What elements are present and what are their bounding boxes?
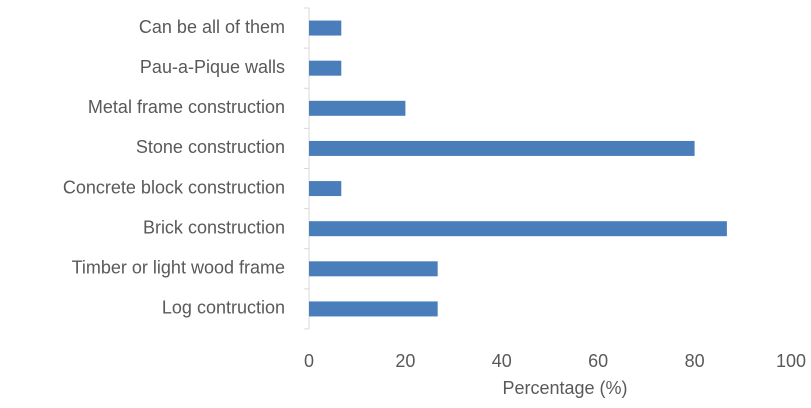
bar: [309, 221, 727, 237]
x-tick-label: 40: [492, 351, 512, 371]
y-tick-label: Can be all of them: [139, 17, 285, 37]
bar: [309, 60, 342, 76]
x-tick-label: 0: [304, 351, 314, 371]
y-tick-label: Brick construction: [143, 217, 285, 237]
bar: [309, 140, 695, 156]
x-tick-label: 60: [588, 351, 608, 371]
x-tick-label: 20: [395, 351, 415, 371]
y-tick-label: Concrete block construction: [63, 177, 285, 197]
y-tick-label: Pau-a-Pique walls: [140, 57, 285, 77]
y-tick-label: Stone construction: [136, 137, 285, 157]
bar: [309, 181, 342, 197]
bar: [309, 261, 438, 277]
x-tick-label: 80: [685, 351, 705, 371]
bar: [309, 301, 438, 317]
y-tick-label: Log contruction: [162, 298, 285, 318]
x-axis-label: Percentage (%): [502, 378, 627, 398]
y-tick-label: Metal frame construction: [88, 97, 285, 117]
y-tick-label: Timber or light wood frame: [72, 258, 285, 278]
bar: [309, 20, 342, 36]
bar: [309, 100, 406, 116]
x-tick-label: 100: [776, 351, 806, 371]
